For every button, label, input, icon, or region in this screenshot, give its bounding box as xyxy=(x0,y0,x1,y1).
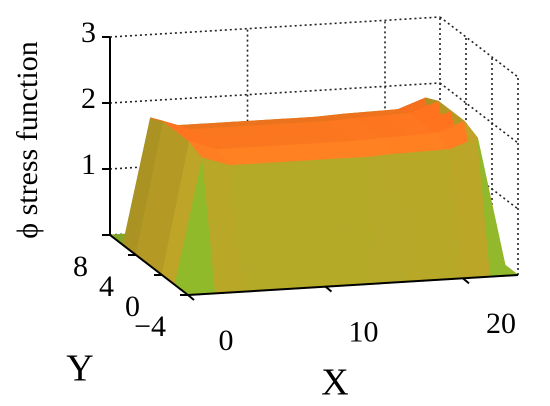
z-axis-label: ϕ stress function xyxy=(11,41,44,238)
grid-line xyxy=(109,82,441,104)
x-tick-label: 0 xyxy=(219,324,234,357)
z-tick-label: 2 xyxy=(81,82,96,115)
x-tick xyxy=(324,285,333,293)
x-tick xyxy=(187,294,195,301)
y-axis xyxy=(109,234,189,296)
x-tick-label: 10 xyxy=(349,316,379,349)
y-tick-label: 0 xyxy=(125,290,140,323)
x-tick xyxy=(462,277,470,285)
x-tick-label: 20 xyxy=(486,307,516,340)
grid-line xyxy=(109,16,441,38)
y-tick-label: −4 xyxy=(134,310,166,343)
grid-line xyxy=(439,16,519,78)
z-tick-label: 1 xyxy=(81,148,96,181)
grid-line xyxy=(439,82,519,144)
y-tick-label: 8 xyxy=(73,250,88,283)
y-axis-label: Y xyxy=(66,348,93,390)
x-axis-label: X xyxy=(321,362,348,404)
z-tick-label: 3 xyxy=(81,16,96,49)
y-tick-label: 4 xyxy=(99,270,114,303)
